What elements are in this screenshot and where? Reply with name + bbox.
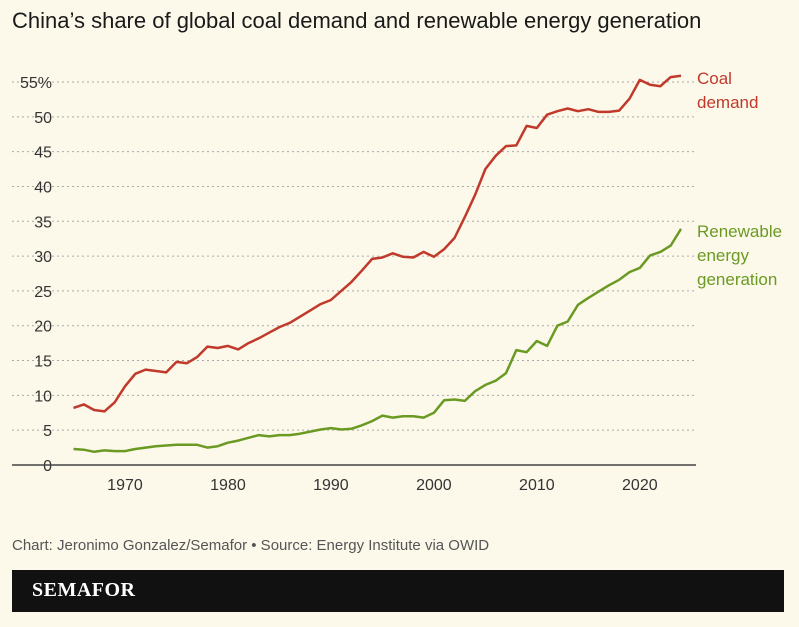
series-line-coal [73,74,682,413]
chart-title: China’s share of global coal demand and … [12,8,702,33]
line-chart: 0 5 10 15 20 25 30 35 40 45 50 55% 1970 1980 1990 2000 2… [12,69,782,494]
x-tick-label: 1980 [210,477,246,494]
brand-bar: SEMAFOR [12,570,784,612]
series-label: energy [697,246,749,265]
y-tick-label: 55% [20,75,52,92]
y-tick-label: 20 [34,319,52,336]
x-tick-label: 1970 [107,477,143,494]
x-tick-label: 2020 [622,477,658,494]
x-tick-label: 1990 [313,477,349,494]
y-tick-label: 30 [34,249,52,266]
y-tick-label: 5 [43,423,52,440]
y-tick-label: 45 [34,145,52,162]
y-tick-label: 25 [34,284,52,301]
series-line-renewable [73,228,683,454]
semafor-logo: SEMAFOR [32,579,136,601]
series-label: Coal [697,69,732,88]
y-tick-label: 35 [34,214,52,231]
series-label: demand [697,93,758,112]
source-credit: Chart: Jeronimo Gonzalez/Semafor • Sourc… [12,537,490,554]
y-tick-label: 0 [43,458,52,475]
y-tick-label: 15 [34,354,52,371]
x-tick-label: 2010 [519,477,555,494]
series-label: generation [697,270,777,289]
series-label: Renewable [697,222,782,241]
y-tick-label: 10 [34,388,52,405]
x-tick-label: 2000 [416,477,452,494]
y-tick-label: 50 [34,110,52,127]
y-tick-label: 40 [34,179,52,196]
